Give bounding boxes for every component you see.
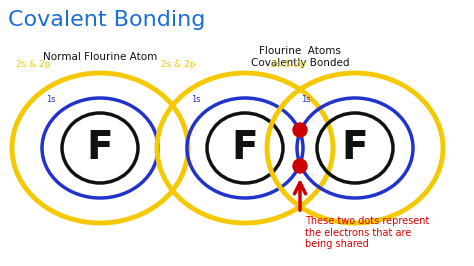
Text: 1s: 1s: [191, 95, 201, 104]
Text: 1s: 1s: [301, 95, 310, 104]
Ellipse shape: [293, 159, 307, 173]
Text: Covalent Bonding: Covalent Bonding: [8, 10, 205, 30]
Text: 1s: 1s: [46, 95, 55, 104]
Ellipse shape: [293, 123, 307, 137]
Text: 2s & 2p: 2s & 2p: [16, 60, 51, 69]
Text: These two dots represent
the electrons that are
being shared: These two dots represent the electrons t…: [305, 216, 429, 249]
Text: Normal Flourine Atom: Normal Flourine Atom: [43, 52, 157, 62]
Text: F: F: [232, 129, 258, 167]
Text: 2s & 2p: 2s & 2p: [161, 60, 195, 69]
Text: Flourine  Atoms
Covalently Bonded: Flourine Atoms Covalently Bonded: [251, 46, 349, 68]
Text: F: F: [342, 129, 368, 167]
Text: F: F: [87, 129, 113, 167]
Text: 2s & 2p: 2s & 2p: [271, 60, 306, 69]
